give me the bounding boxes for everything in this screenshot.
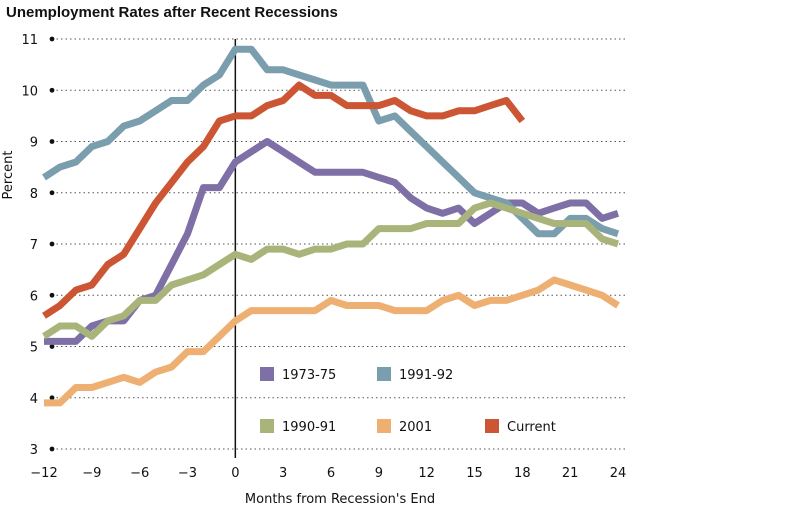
legend-label: 2001 <box>399 420 432 435</box>
y-tick-label: 11 <box>21 33 38 48</box>
y-tick-dot <box>49 36 55 42</box>
x-tick-label: 15 <box>466 466 483 481</box>
legend-swatch <box>377 419 391 433</box>
y-axis-ticks: 3 4 5 6 7 8 9 10 11 <box>21 33 55 458</box>
x-axis-label: Months from Recession's End <box>245 492 435 507</box>
legend-label: 1991-92 <box>399 368 453 383</box>
y-tick-dot <box>49 190 55 196</box>
x-tick-label: −3 <box>178 466 197 481</box>
y-tick-label: 4 <box>30 392 38 407</box>
x-axis-ticks: −12 −9 −6 −3 0 3 6 9 12 15 18 21 24 <box>30 466 626 481</box>
x-tick-label: 0 <box>231 466 239 481</box>
chart-title: Unemployment Rates after Recent Recessio… <box>6 4 338 21</box>
series-line-current <box>42 81 526 319</box>
x-tick-label: 9 <box>375 466 383 481</box>
y-tick-label: 8 <box>30 187 38 202</box>
y-tick-dot <box>49 87 55 93</box>
y-tick-label: 7 <box>30 238 38 253</box>
y-tick-dot <box>49 139 55 144</box>
legend-label: Current <box>507 420 556 435</box>
x-tick-label: 12 <box>418 466 435 481</box>
y-tick-label: 3 <box>30 443 38 458</box>
y-tick-dot <box>49 344 55 349</box>
x-tick-label: −9 <box>82 466 101 481</box>
x-tick-label: −6 <box>130 466 149 481</box>
legend-swatch <box>260 367 274 381</box>
x-tick-label: 24 <box>610 466 627 481</box>
series-line-2001 <box>44 276 620 407</box>
series-lines <box>42 45 620 407</box>
x-tick-label: 3 <box>279 466 287 481</box>
y-tick-dot <box>49 292 55 298</box>
y-tick-label: 5 <box>30 341 38 356</box>
y-tick-label: 6 <box>30 289 38 304</box>
x-tick-label: 6 <box>327 466 335 481</box>
y-axis-label: Percent <box>1 151 16 200</box>
x-tick-label: 18 <box>514 466 531 481</box>
y-tick-dot <box>49 446 55 452</box>
x-tick-label: −12 <box>30 466 57 481</box>
y-tick-dot <box>49 395 55 401</box>
legend-swatch <box>485 419 499 433</box>
legend-swatch <box>260 419 274 433</box>
x-tick-label: 21 <box>562 466 579 481</box>
y-tick-label: 9 <box>30 136 38 151</box>
y-tick-label: 10 <box>21 84 38 99</box>
legend-swatch <box>377 367 391 381</box>
series-line-1991-92 <box>42 45 620 238</box>
legend-label: 1973-75 <box>282 368 336 383</box>
series-line-1990-91 <box>42 199 620 340</box>
legend: 1973-75 1991-92 1990-91 2001 Current <box>260 367 556 435</box>
y-tick-dot <box>49 241 55 247</box>
legend-label: 1990-91 <box>282 420 336 435</box>
